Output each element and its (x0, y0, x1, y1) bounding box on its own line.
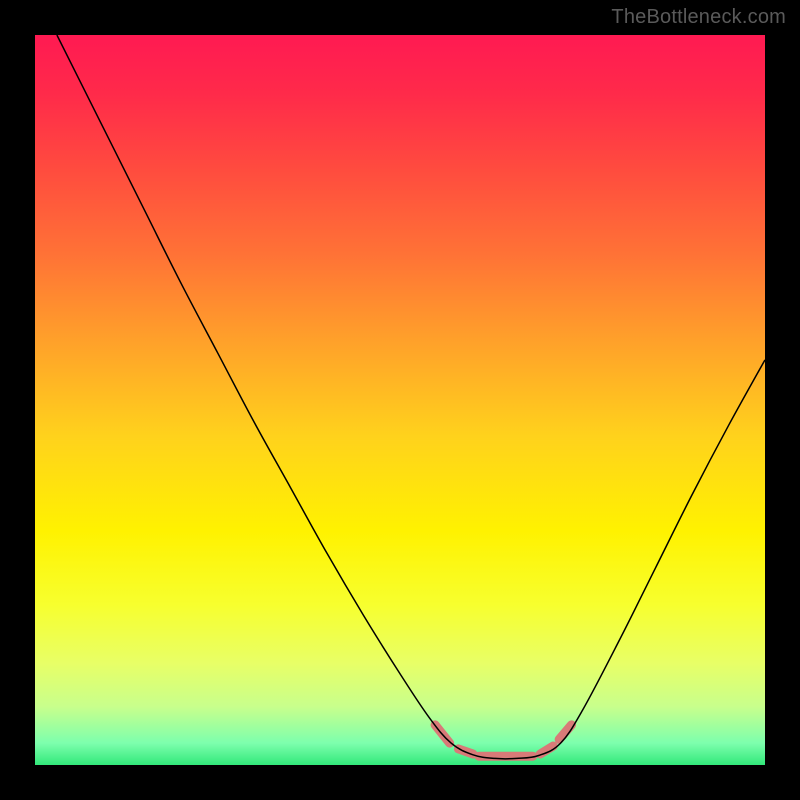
bottleneck-curve-chart (0, 0, 800, 800)
plot-area (35, 35, 765, 765)
watermark-text: TheBottleneck.com (611, 6, 786, 29)
chart-container: TheBottleneck.com (0, 0, 800, 800)
